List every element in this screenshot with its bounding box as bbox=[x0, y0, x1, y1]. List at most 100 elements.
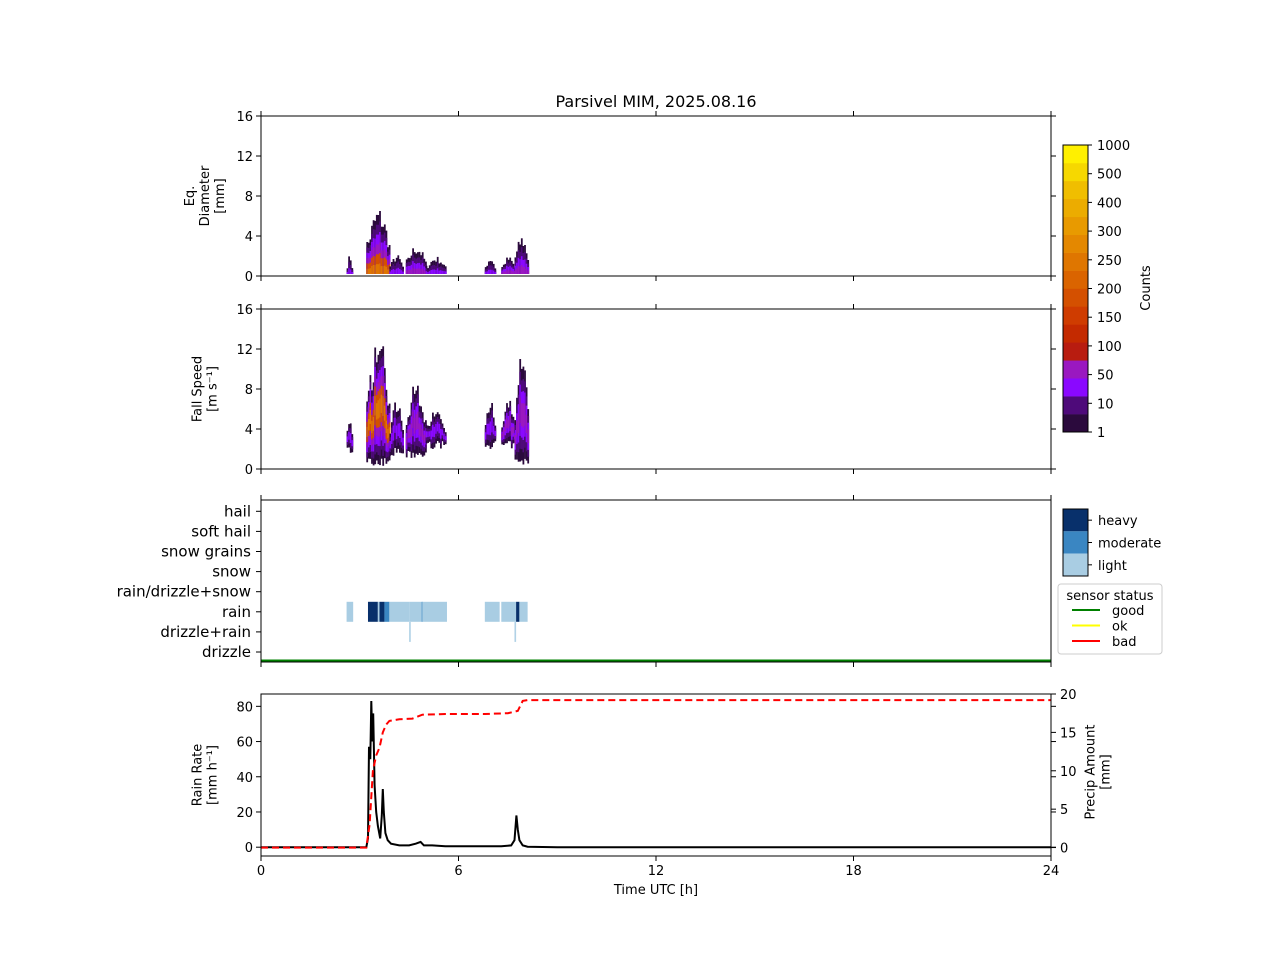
diameter-cell bbox=[492, 270, 495, 274]
colorbar-label: Counts bbox=[1139, 265, 1154, 311]
diameter-cell bbox=[509, 269, 512, 274]
colorbar-cell bbox=[1063, 270, 1088, 289]
diameter-ytick-label: 8 bbox=[245, 190, 253, 205]
diameter-cell bbox=[385, 266, 388, 274]
diameter-ytick-label: 12 bbox=[236, 150, 253, 165]
diameter-cell bbox=[420, 269, 422, 274]
status-legend-label-bad: bad bbox=[1112, 635, 1136, 650]
diameter-cell bbox=[516, 268, 518, 274]
speed-cell bbox=[440, 428, 442, 439]
speed-cell bbox=[516, 421, 518, 437]
diameter-cell bbox=[400, 270, 403, 274]
diameter-cell bbox=[369, 268, 372, 274]
diameter-cell bbox=[484, 271, 487, 274]
ptype-segment bbox=[514, 621, 517, 642]
diameter-cell bbox=[394, 269, 396, 274]
speed-cell bbox=[415, 414, 418, 430]
speed-cell bbox=[413, 417, 416, 434]
speed-cell bbox=[382, 396, 385, 416]
diameter-ytick-label: 16 bbox=[236, 110, 253, 125]
colorbar-tick-label: 400 bbox=[1097, 196, 1122, 211]
diameter-cell bbox=[377, 254, 380, 274]
speed-cell bbox=[484, 432, 487, 440]
ptype-category-label: soft hail bbox=[191, 522, 251, 540]
speed-cell bbox=[443, 433, 445, 440]
speed-cell bbox=[423, 434, 426, 444]
ptype-segment bbox=[367, 601, 378, 622]
speed-cell bbox=[492, 425, 495, 435]
speed-cell bbox=[400, 431, 403, 443]
ptype-category-label: snow grains bbox=[161, 543, 251, 561]
ptype-category-label: drizzle bbox=[202, 643, 251, 661]
diameter-cell bbox=[501, 270, 504, 274]
diameter-cell bbox=[371, 266, 373, 274]
diameter-cell bbox=[366, 263, 369, 274]
speed-cell bbox=[517, 413, 520, 433]
diameter-cell bbox=[391, 270, 393, 274]
speed-cell bbox=[510, 427, 513, 436]
speed-cell bbox=[525, 414, 528, 433]
status-legend-label-ok: ok bbox=[1112, 620, 1128, 635]
diameter-cell bbox=[418, 268, 421, 274]
diameter-cell bbox=[444, 271, 447, 274]
diameter-cell bbox=[435, 269, 437, 274]
ptype-segment bbox=[409, 601, 422, 622]
speed-cell bbox=[389, 441, 392, 449]
diameter-ylabel: Diameter bbox=[198, 165, 213, 226]
speed-cell bbox=[388, 427, 391, 437]
precip-ytick-label: 0 bbox=[1060, 842, 1068, 857]
diameter-cell bbox=[417, 268, 419, 274]
speed-cell bbox=[407, 429, 410, 439]
diameter-cell bbox=[421, 263, 424, 274]
speed-cell bbox=[375, 403, 378, 420]
speed-cell bbox=[369, 410, 372, 424]
diameter-cell bbox=[380, 266, 383, 274]
intensity-label-light: light bbox=[1098, 559, 1127, 574]
counts-colorbar: 1 10 50 100 150 200 250 300 400 500 1000 bbox=[1062, 139, 1130, 441]
intensity-legend-frame bbox=[1062, 508, 1089, 577]
speed-cell bbox=[420, 424, 422, 437]
diameter-cell bbox=[399, 269, 401, 274]
diameter-cell bbox=[409, 270, 411, 274]
speed-cell bbox=[520, 403, 523, 427]
speed-cell bbox=[395, 425, 398, 440]
rate-xtick-label: 12 bbox=[648, 864, 665, 879]
diameter-cell bbox=[489, 269, 492, 274]
intensity-swatch-light bbox=[1063, 553, 1088, 576]
diameter-cell bbox=[392, 269, 395, 274]
intensity-label-heavy: heavy bbox=[1098, 514, 1138, 529]
diameter-cell bbox=[527, 270, 530, 274]
colorbar-cell bbox=[1063, 306, 1088, 325]
ptype-category-label: snow bbox=[212, 563, 251, 581]
diameter-cell bbox=[366, 268, 369, 274]
diameter-cell bbox=[441, 267, 444, 274]
rate-ylabel: Rain Rate bbox=[191, 744, 206, 807]
colorbar-cell bbox=[1063, 396, 1088, 415]
colorbar-cell bbox=[1063, 378, 1088, 397]
speed-cell bbox=[489, 421, 492, 436]
speed-ytick-label: 4 bbox=[245, 423, 253, 438]
diameter-cell bbox=[507, 266, 510, 274]
diameter-cell bbox=[427, 272, 429, 274]
ptype-frame bbox=[260, 499, 1052, 663]
diameter-cell bbox=[525, 268, 528, 274]
fall-speed-panel: 0 4 8 12 16 Fall Speed [m s⁻¹] bbox=[191, 303, 1056, 478]
precip-amount-line bbox=[261, 699, 1051, 849]
colorbar-tick-label: 1 bbox=[1097, 426, 1105, 441]
colorbar-cell bbox=[1063, 216, 1088, 235]
colorbar-cell bbox=[1063, 414, 1088, 433]
speed-cell bbox=[514, 434, 517, 445]
diameter-cell bbox=[494, 272, 497, 274]
diameter-cell bbox=[371, 257, 373, 274]
diameter-cell bbox=[517, 257, 520, 274]
diameter-cell bbox=[377, 264, 380, 274]
ptype-segment bbox=[516, 601, 520, 622]
chart-title: Parsivel MIM, 2025.08.16 bbox=[555, 92, 756, 111]
colorbar-tick-label: 100 bbox=[1097, 340, 1122, 355]
colorbar-cell bbox=[1063, 234, 1088, 253]
colorbar-tick-label: 50 bbox=[1097, 369, 1114, 384]
speed-cell bbox=[405, 437, 408, 446]
speed-cell bbox=[430, 430, 433, 440]
diameter-cell bbox=[395, 268, 398, 274]
speed-cell bbox=[488, 423, 490, 435]
